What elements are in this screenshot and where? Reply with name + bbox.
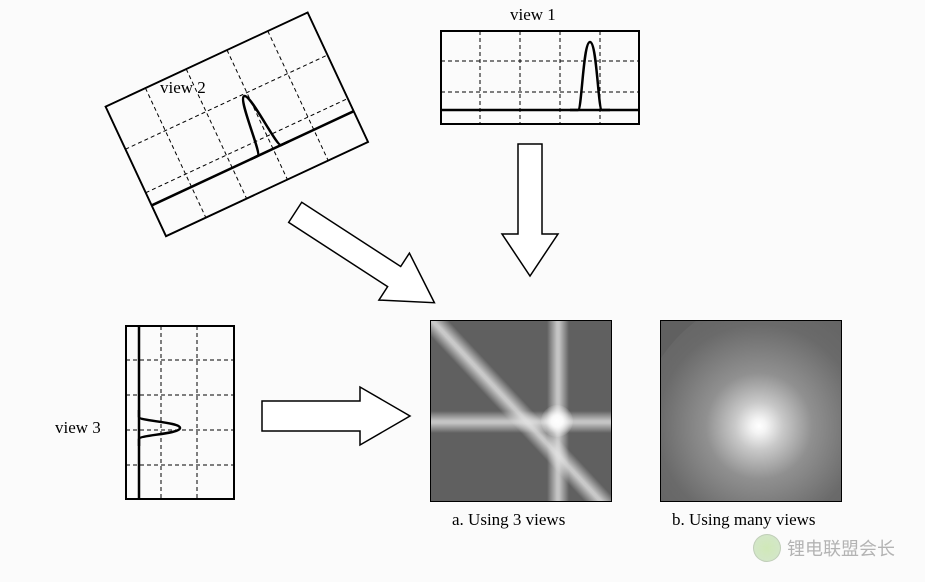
view1-label: view 1 [510,5,556,25]
watermark-text: 锂电联盟会长 [787,535,895,561]
arrow-diag [283,195,473,340]
result-b [660,320,842,502]
watermark-icon [753,534,781,562]
result-a [430,320,612,502]
watermark: 锂电联盟会长 [753,534,895,562]
arrow-down [498,142,562,282]
view3-plot [125,325,235,500]
view1-plot [440,30,640,125]
view3-label: view 3 [55,418,101,438]
caption-b: b. Using many views [672,510,816,530]
arrow-right [258,383,418,449]
caption-a: a. Using 3 views [452,510,565,530]
